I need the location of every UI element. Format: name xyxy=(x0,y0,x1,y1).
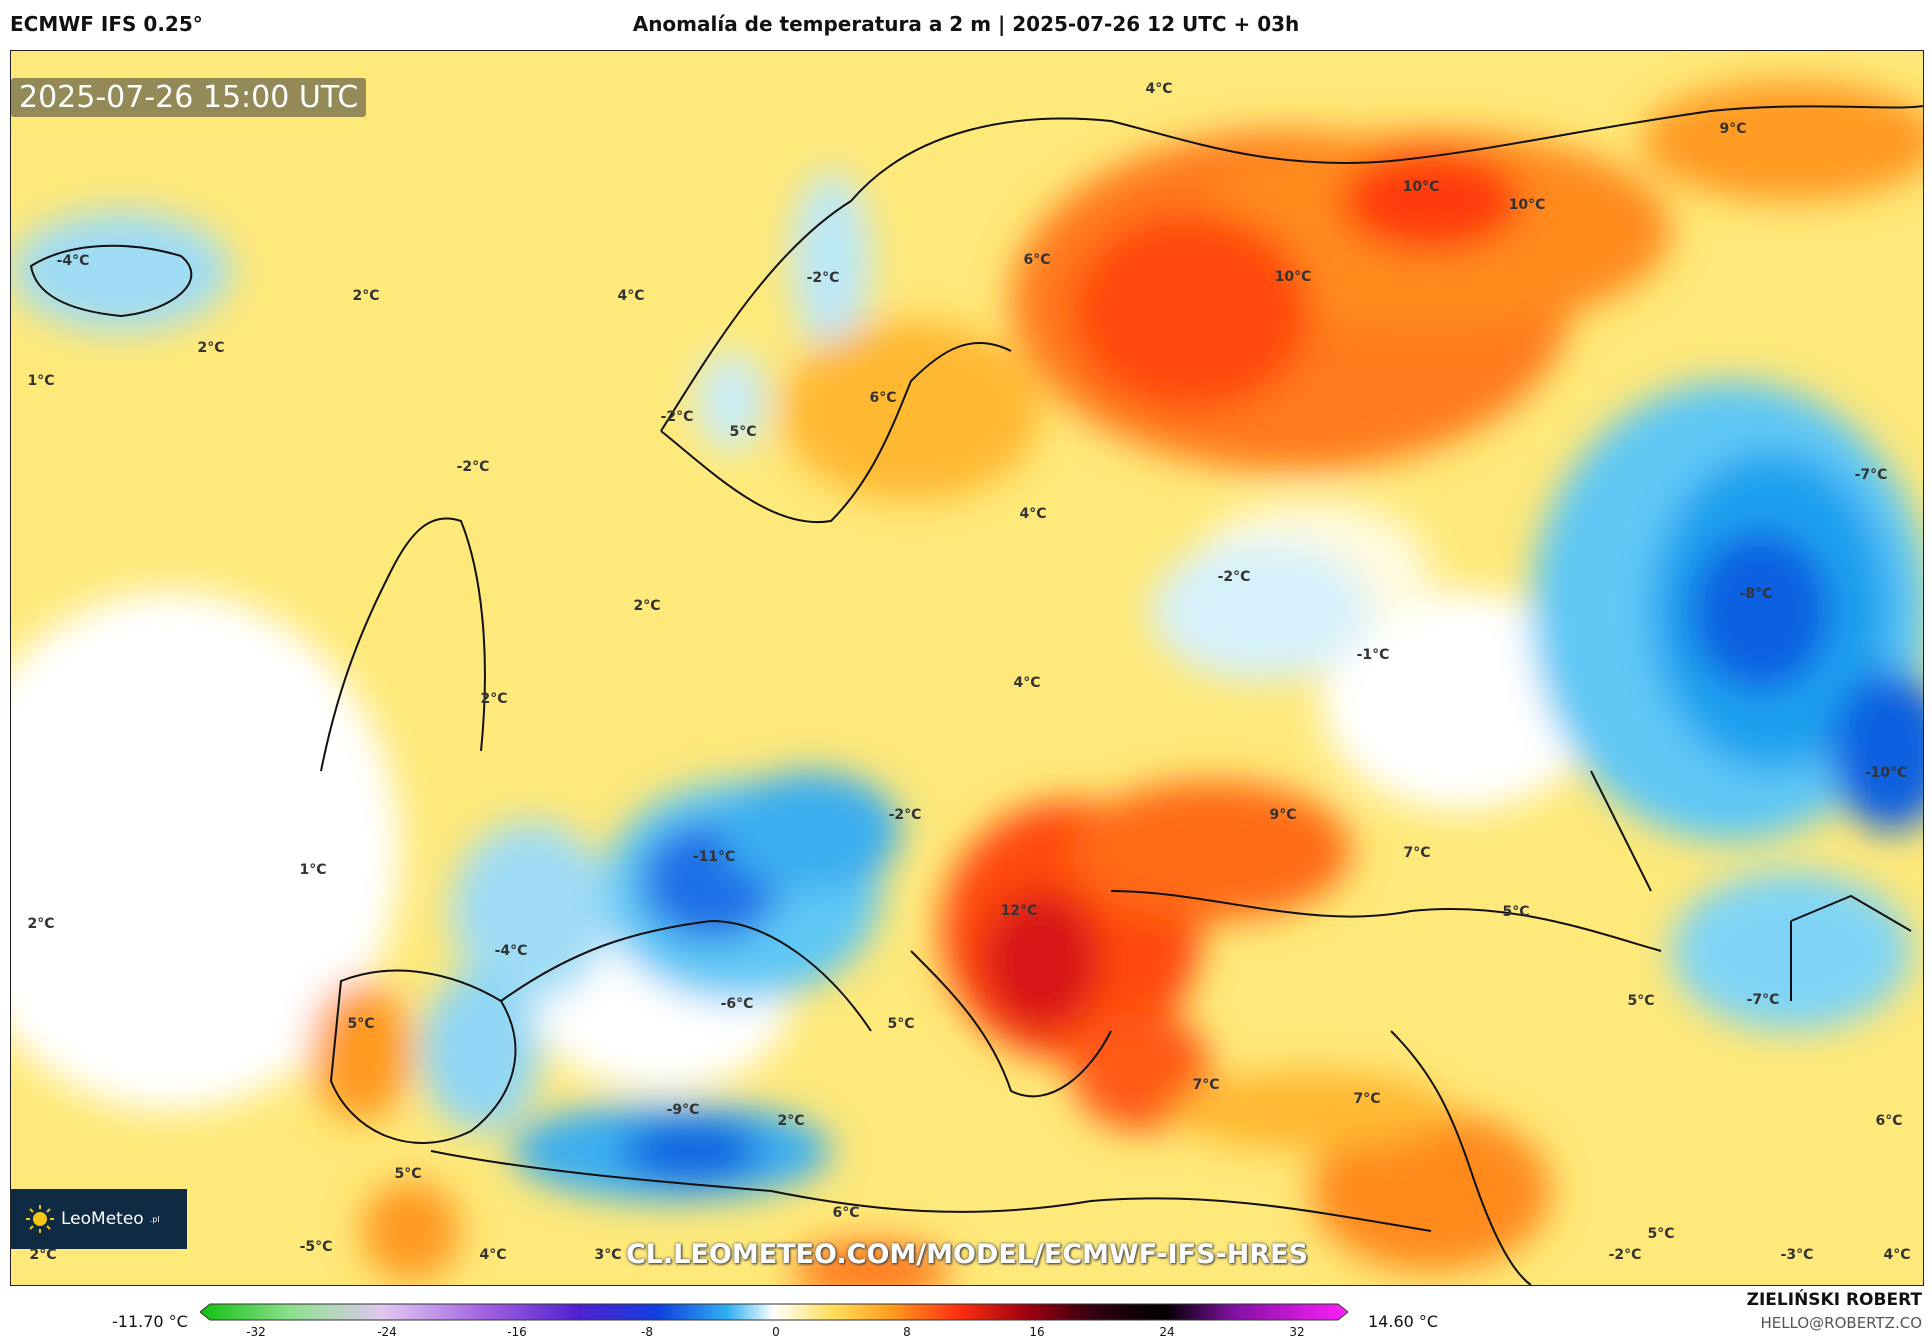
temp-label: 4°C xyxy=(1019,506,1047,522)
temp-label: 7°C xyxy=(1353,1091,1381,1107)
colorbar-tick: -16 xyxy=(507,1325,527,1339)
temp-label: 7°C xyxy=(1192,1077,1220,1093)
temp-label: 2°C xyxy=(29,1247,57,1263)
temp-label: -2°C xyxy=(456,459,490,475)
colorbar-tick: 24 xyxy=(1159,1325,1175,1339)
temp-label: 6°C xyxy=(869,390,897,406)
temp-label: -9°C xyxy=(666,1102,700,1118)
temp-label: 5°C xyxy=(1647,1226,1675,1242)
colorbar-tick: 32 xyxy=(1289,1325,1305,1339)
temp-label: 5°C xyxy=(347,1016,375,1032)
colorbar-tick: 8 xyxy=(903,1325,911,1339)
temp-label: -6°C xyxy=(720,996,754,1012)
temp-label: -4°C xyxy=(494,943,528,959)
temp-label: 2°C xyxy=(197,340,225,356)
temp-label: -7°C xyxy=(1746,992,1780,1008)
temp-label: -1°C xyxy=(1356,647,1390,663)
temp-label: 12°C xyxy=(1000,903,1038,919)
temp-label: 6°C xyxy=(1875,1113,1903,1129)
temp-label: -2°C xyxy=(806,270,840,286)
colorbar-tick: 16 xyxy=(1029,1325,1045,1339)
temp-label: -2°C xyxy=(660,409,694,425)
temp-label: 3°C xyxy=(594,1247,622,1263)
temp-label: 9°C xyxy=(1719,121,1747,137)
model-name: ECMWF IFS 0.25° xyxy=(10,12,203,36)
temp-label: 6°C xyxy=(1023,252,1051,268)
temp-label: 10°C xyxy=(1274,269,1312,285)
anomaly-map[interactable]: 2025-07-26 15:00 UTC -4°C 2°C 2°C 1°C 4°… xyxy=(10,50,1924,1286)
temp-label: 10°C xyxy=(1508,197,1546,213)
temp-label: -8°C xyxy=(1739,586,1773,602)
logo-text: LeoMeteo xyxy=(61,1209,144,1229)
temp-label: 9°C xyxy=(1269,807,1297,823)
temp-label: -2°C xyxy=(1608,1247,1642,1263)
temp-label: 2°C xyxy=(480,691,508,707)
temp-label: 5°C xyxy=(1502,904,1530,920)
colorbar-tick: 0 xyxy=(772,1325,780,1339)
anomaly-fill xyxy=(11,81,1923,1285)
colorbar xyxy=(200,1303,1348,1321)
temp-label: 4°C xyxy=(1013,675,1041,691)
valid-time-label: 2025-07-26 15:00 UTC xyxy=(11,78,367,117)
logo-suffix: .pl xyxy=(149,1214,160,1224)
temp-label: -4°C xyxy=(56,253,90,269)
temp-label: 2°C xyxy=(352,288,380,304)
map-title: Anomalía de temperatura a 2 m | 2025-07-… xyxy=(632,12,1300,36)
temp-label: 5°C xyxy=(729,424,757,440)
temp-label: 1°C xyxy=(299,862,327,878)
temp-label: 2°C xyxy=(27,916,55,932)
author-email[interactable]: HELLO@ROBERTZ.CO xyxy=(1760,1314,1922,1332)
temp-label: 5°C xyxy=(394,1166,422,1182)
temp-label: -10°C xyxy=(1864,765,1908,781)
temp-label: 2°C xyxy=(777,1113,805,1129)
temp-label: 5°C xyxy=(1627,993,1655,1009)
temp-label: 4°C xyxy=(1145,81,1173,97)
colorbar-tick: -8 xyxy=(641,1325,653,1339)
source-url[interactable]: CL.LEOMETEO.COM/MODEL/ECMWF-IFS-HRES xyxy=(625,1239,1309,1270)
colorbar-tick: -32 xyxy=(246,1325,266,1339)
temp-label: -2°C xyxy=(888,807,922,823)
temp-label: 1°C xyxy=(27,373,55,389)
temp-label: -2°C xyxy=(1217,569,1251,585)
temp-label: 4°C xyxy=(617,288,645,304)
colorbar-max: 14.60 °C xyxy=(1368,1312,1439,1331)
temp-label: 7°C xyxy=(1403,845,1431,861)
colorbar-min: -11.70 °C xyxy=(112,1312,188,1331)
leometeo-logo[interactable]: LeoMeteo .pl xyxy=(11,1189,187,1249)
temp-label: -3°C xyxy=(1780,1247,1814,1263)
colorbar-tick: -24 xyxy=(377,1325,397,1339)
temp-label: -5°C xyxy=(299,1239,333,1255)
temp-label: 4°C xyxy=(1883,1247,1911,1263)
temp-label: 5°C xyxy=(887,1016,915,1032)
coastlines xyxy=(29,105,1923,1285)
temp-label: 10°C xyxy=(1402,179,1440,195)
sun-icon xyxy=(26,1205,54,1233)
temp-label: -11°C xyxy=(692,849,736,865)
temp-label: 4°C xyxy=(479,1247,507,1263)
temp-label: -7°C xyxy=(1854,467,1888,483)
temp-label: 6°C xyxy=(832,1205,860,1221)
author-name: ZIELIŃSKI ROBERT xyxy=(1746,1290,1922,1310)
temp-label: 2°C xyxy=(633,598,661,614)
map-field xyxy=(11,51,1923,1285)
